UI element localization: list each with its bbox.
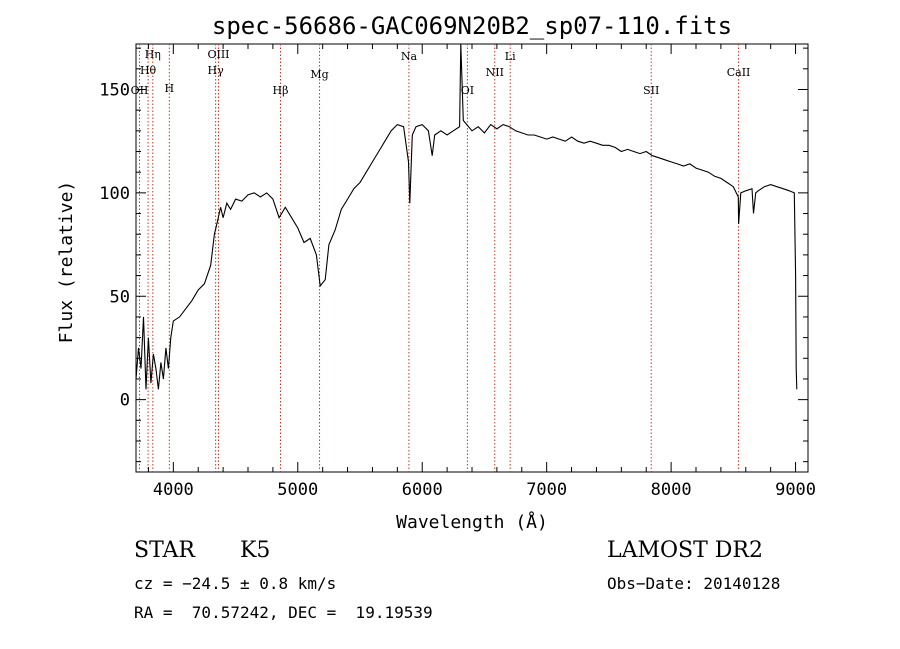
tick-labels: 4000 5000 6000 7000 8000 9000 0 50 100 150 [99,80,816,500]
spectral-line-label: Hβ [273,84,289,97]
y-tick-label: 100 [99,184,130,204]
survey-name: LAMOST DR2 [607,538,763,563]
spectral-line-label: Li [505,50,516,63]
observation-date: Obs−Date: 20140128 [607,574,781,593]
spectral-line-label: SII [643,84,659,97]
axis-ticks [136,44,808,472]
object-class: STAR [134,538,195,563]
x-tick-label: 7000 [526,480,567,500]
x-tick-label: 6000 [402,480,443,500]
plot-frame [135,43,809,473]
spectral-line-label: NII [486,66,504,79]
x-tick-label: 5000 [277,480,318,500]
spectral-line-label: Na [401,50,418,63]
spectral-line-label: OII [131,84,149,97]
redshift-velocity: cz = −24.5 ± 0.8 km/s [134,574,337,593]
x-tick-label: 4000 [153,480,194,500]
y-axis-label: Flux (relative) [56,181,77,344]
chart-title: spec-56686-GAC069N20B2_sp07-110.fits [212,12,732,40]
spectrum-line [135,43,798,390]
spectral-line-label: Hη [145,48,161,61]
x-tick-label: 9000 [775,480,816,500]
y-tick-label: 0 [120,391,130,411]
y-tick-label: 50 [110,287,130,307]
y-tick-label: 150 [99,80,130,100]
object-subclass: K5 [240,538,271,563]
x-tick-label: 8000 [651,480,692,500]
x-axis-label: Wavelength (Å) [396,511,548,533]
spectral-line-label: H [165,82,175,95]
spectral-line-label: OI [461,84,474,97]
spectral-line-label: Hθ [140,64,157,77]
spectral-line-label: Mg [310,68,328,81]
spectral-line-label: Hγ [208,64,225,77]
spectral-line-label: CaII [727,66,751,79]
spectral-line-label: OIII [207,48,229,61]
coordinates: RA = 70.57242, DEC = 19.19539 [134,603,433,622]
